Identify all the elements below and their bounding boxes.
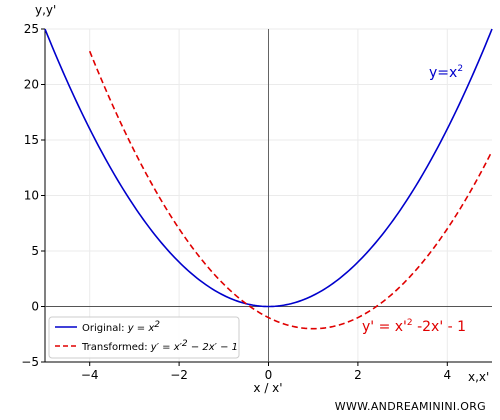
series-group	[44, 28, 493, 330]
legend-entry-transformed: Transformed: y′ = x′2 − 2x′ − 1	[81, 339, 238, 353]
watermark: WWW.ANDREAMININI.ORG	[335, 400, 486, 413]
y-tick-label: 25	[24, 22, 39, 36]
ticks: −4 −2 0 2 4 −5 0 5 10 15 20 25	[21, 22, 451, 382]
x-tick-label: 0	[265, 368, 273, 382]
y-tick-label: 0	[31, 300, 39, 314]
legend-transformed-math-a: y′ = x′	[150, 342, 183, 353]
annotation-blue-sup: 2	[457, 64, 463, 74]
series-original-line	[44, 28, 493, 308]
annotation-red: y' = x'2 -2x' - 1	[362, 318, 466, 335]
y-axis-top-label: y,y'	[35, 3, 56, 17]
annotation-red-b: -2x' - 1	[413, 319, 466, 335]
x-axis-end-label: x,x'	[468, 370, 489, 384]
annotation-red-sup: 2	[407, 318, 413, 328]
x-tick-label: 4	[443, 368, 451, 382]
series-transformed-line	[88, 50, 493, 330]
x-tick-label: 2	[354, 368, 362, 382]
y-tick-label: 15	[24, 133, 39, 147]
y-tick-label: 10	[24, 189, 39, 203]
legend: Original: y = x2 Transformed: y′ = x′2 −…	[48, 316, 240, 359]
x-tick-label: −2	[170, 368, 188, 382]
legend-entry-original: Original: y = x2	[82, 320, 160, 334]
annotation-red-a: y' = x'	[362, 319, 407, 335]
legend-transformed-math-b: − 2x′ − 1	[188, 342, 238, 353]
legend-original-sup: 2	[154, 320, 160, 330]
y-tick-label: 5	[31, 244, 39, 258]
x-tick-label: −4	[81, 368, 99, 382]
y-tick-label: 20	[24, 78, 39, 92]
x-axis-label: x / x'	[253, 381, 282, 395]
y-tick-label: −5	[21, 355, 39, 369]
legend-original-math: y = x	[127, 323, 155, 334]
annotation-blue-main: y=x	[429, 65, 457, 81]
legend-transformed-main: Transformed:	[81, 342, 151, 353]
annotation-blue: y=x2	[429, 64, 463, 81]
legend-transformed-sup: 2	[182, 339, 188, 349]
legend-box	[48, 316, 240, 359]
legend-original-main: Original:	[82, 323, 128, 334]
